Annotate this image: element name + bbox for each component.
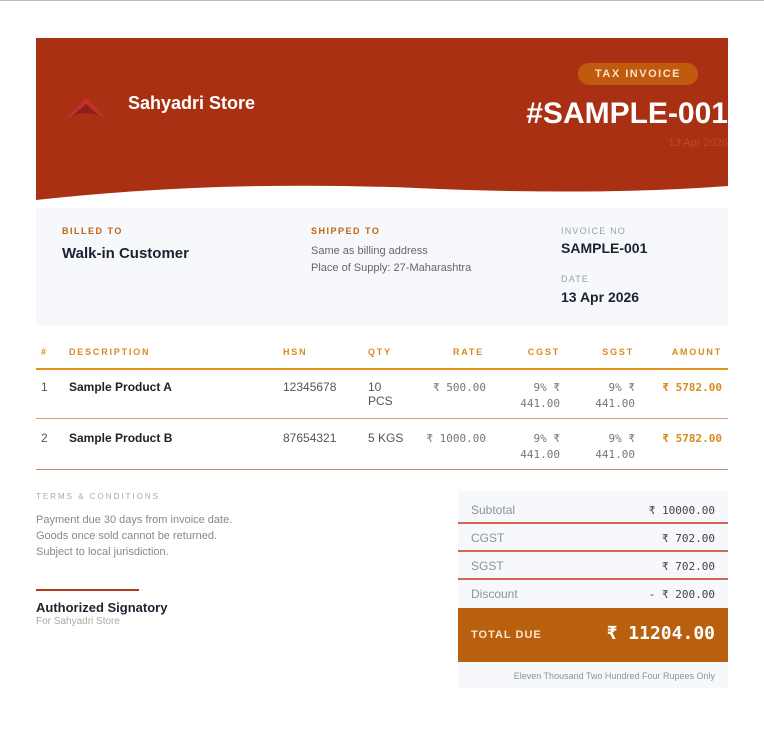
label: Discount (471, 587, 518, 601)
totals-row-cgst: CGST ₹ 702.00 (458, 524, 728, 552)
value: ₹ 10000.00 (648, 504, 715, 517)
value: ₹ 702.00 (662, 560, 715, 573)
amount-in-words: Eleven Thousand Two Hundred Four Rupees … (513, 671, 715, 681)
billed-to-label: BILLED TO (62, 226, 123, 236)
rate: ₹ 500.00 (433, 381, 486, 394)
qty: 5 KGS (368, 431, 404, 445)
label: Subtotal (471, 503, 516, 517)
product-name: Sample Product B (69, 431, 173, 445)
label: SGST (471, 559, 504, 573)
totals-row-discount: Discount - ₹ 200.00 (458, 580, 728, 608)
sgst-amount: 441.00 (595, 448, 635, 461)
totals-row-subtotal: Subtotal ₹ 10000.00 (458, 496, 728, 524)
sgst-amount: 441.00 (595, 397, 635, 410)
col-header-rate: RATE (452, 347, 484, 357)
terms-line: Goods once sold cannot be returned. (36, 530, 218, 542)
info-panel (36, 208, 728, 326)
header-date: 13 Apr 2026 (668, 137, 728, 149)
hsn: 87654321 (283, 431, 337, 445)
store-name: Sahyadri Store (128, 93, 256, 113)
cgst-pct: 9% ₹ (533, 432, 561, 445)
qty: 10 PCS (368, 380, 393, 408)
cgst-amount: 441.00 (520, 448, 560, 461)
date-label: DATE (561, 274, 590, 284)
invoice-number-title: #SAMPLE-001 (526, 97, 728, 130)
row-number: 1 (41, 380, 48, 394)
terms-list: Payment due 30 days from invoice date. G… (36, 512, 232, 560)
table-header-divider (36, 368, 728, 370)
mountain-logo-icon (66, 98, 106, 118)
header-wave (36, 185, 728, 208)
value: - ₹ 200.00 (648, 588, 715, 601)
total-due-bar: TOTAL DUE ₹ 11204.00 (458, 608, 728, 662)
total-due-label: TOTAL DUE (471, 629, 542, 641)
invoice-no-value: SAMPLE-001 (561, 240, 648, 256)
shipping-line-2: Place of Supply: 27-Maharashtra (311, 262, 472, 274)
cgst-pct: 9% ₹ (533, 381, 561, 394)
sgst-pct: 9% ₹ (608, 432, 636, 445)
terms-line: Subject to local jurisdiction. (36, 546, 169, 558)
shipping-line-1: Same as billing address (311, 245, 428, 257)
label: CGST (471, 531, 505, 545)
row-number: 2 (41, 431, 48, 445)
terms-title: TERMS & CONDITIONS (36, 492, 161, 501)
line-amount: ₹ 5782.00 (662, 432, 722, 445)
col-header-sgst: SGST (602, 347, 634, 357)
signature-line (36, 589, 139, 591)
total-due-value: ₹ 11204.00 (606, 623, 715, 644)
totals-row-sgst: SGST ₹ 702.00 (458, 552, 728, 580)
row-divider (36, 469, 728, 470)
col-header-number: # (41, 347, 48, 357)
hsn: 12345678 (283, 380, 337, 394)
row-divider (36, 418, 728, 419)
invoice-no-label: INVOICE NO (561, 226, 627, 236)
date-value: 13 Apr 2026 (561, 289, 640, 305)
col-header-amount: AMOUNT (671, 347, 722, 357)
tax-invoice-badge: TAX INVOICE (578, 63, 698, 85)
value: ₹ 702.00 (662, 532, 715, 545)
col-header-description: DESCRIPTION (69, 347, 151, 357)
terms-line: Payment due 30 days from invoice date. (36, 514, 233, 526)
cgst-amount: 441.00 (520, 397, 560, 410)
product-name: Sample Product A (69, 380, 172, 394)
totals-box: Subtotal ₹ 10000.00 CGST ₹ 702.00 SGST ₹ 70… (458, 491, 728, 688)
shipped-to-label: SHIPPED TO (311, 226, 381, 236)
signatory-subtitle: For Sahyadri Store (36, 616, 120, 627)
line-amount: ₹ 5782.00 (662, 381, 722, 394)
col-header-qty: QTY (368, 347, 392, 357)
sgst-pct: 9% ₹ (608, 381, 636, 394)
rate: ₹ 1000.00 (426, 432, 486, 445)
col-header-cgst: CGST (527, 347, 560, 357)
customer-name: Walk-in Customer (62, 245, 189, 262)
col-header-hsn: HSN (283, 347, 308, 357)
signatory-title: Authorized Signatory (36, 600, 168, 615)
